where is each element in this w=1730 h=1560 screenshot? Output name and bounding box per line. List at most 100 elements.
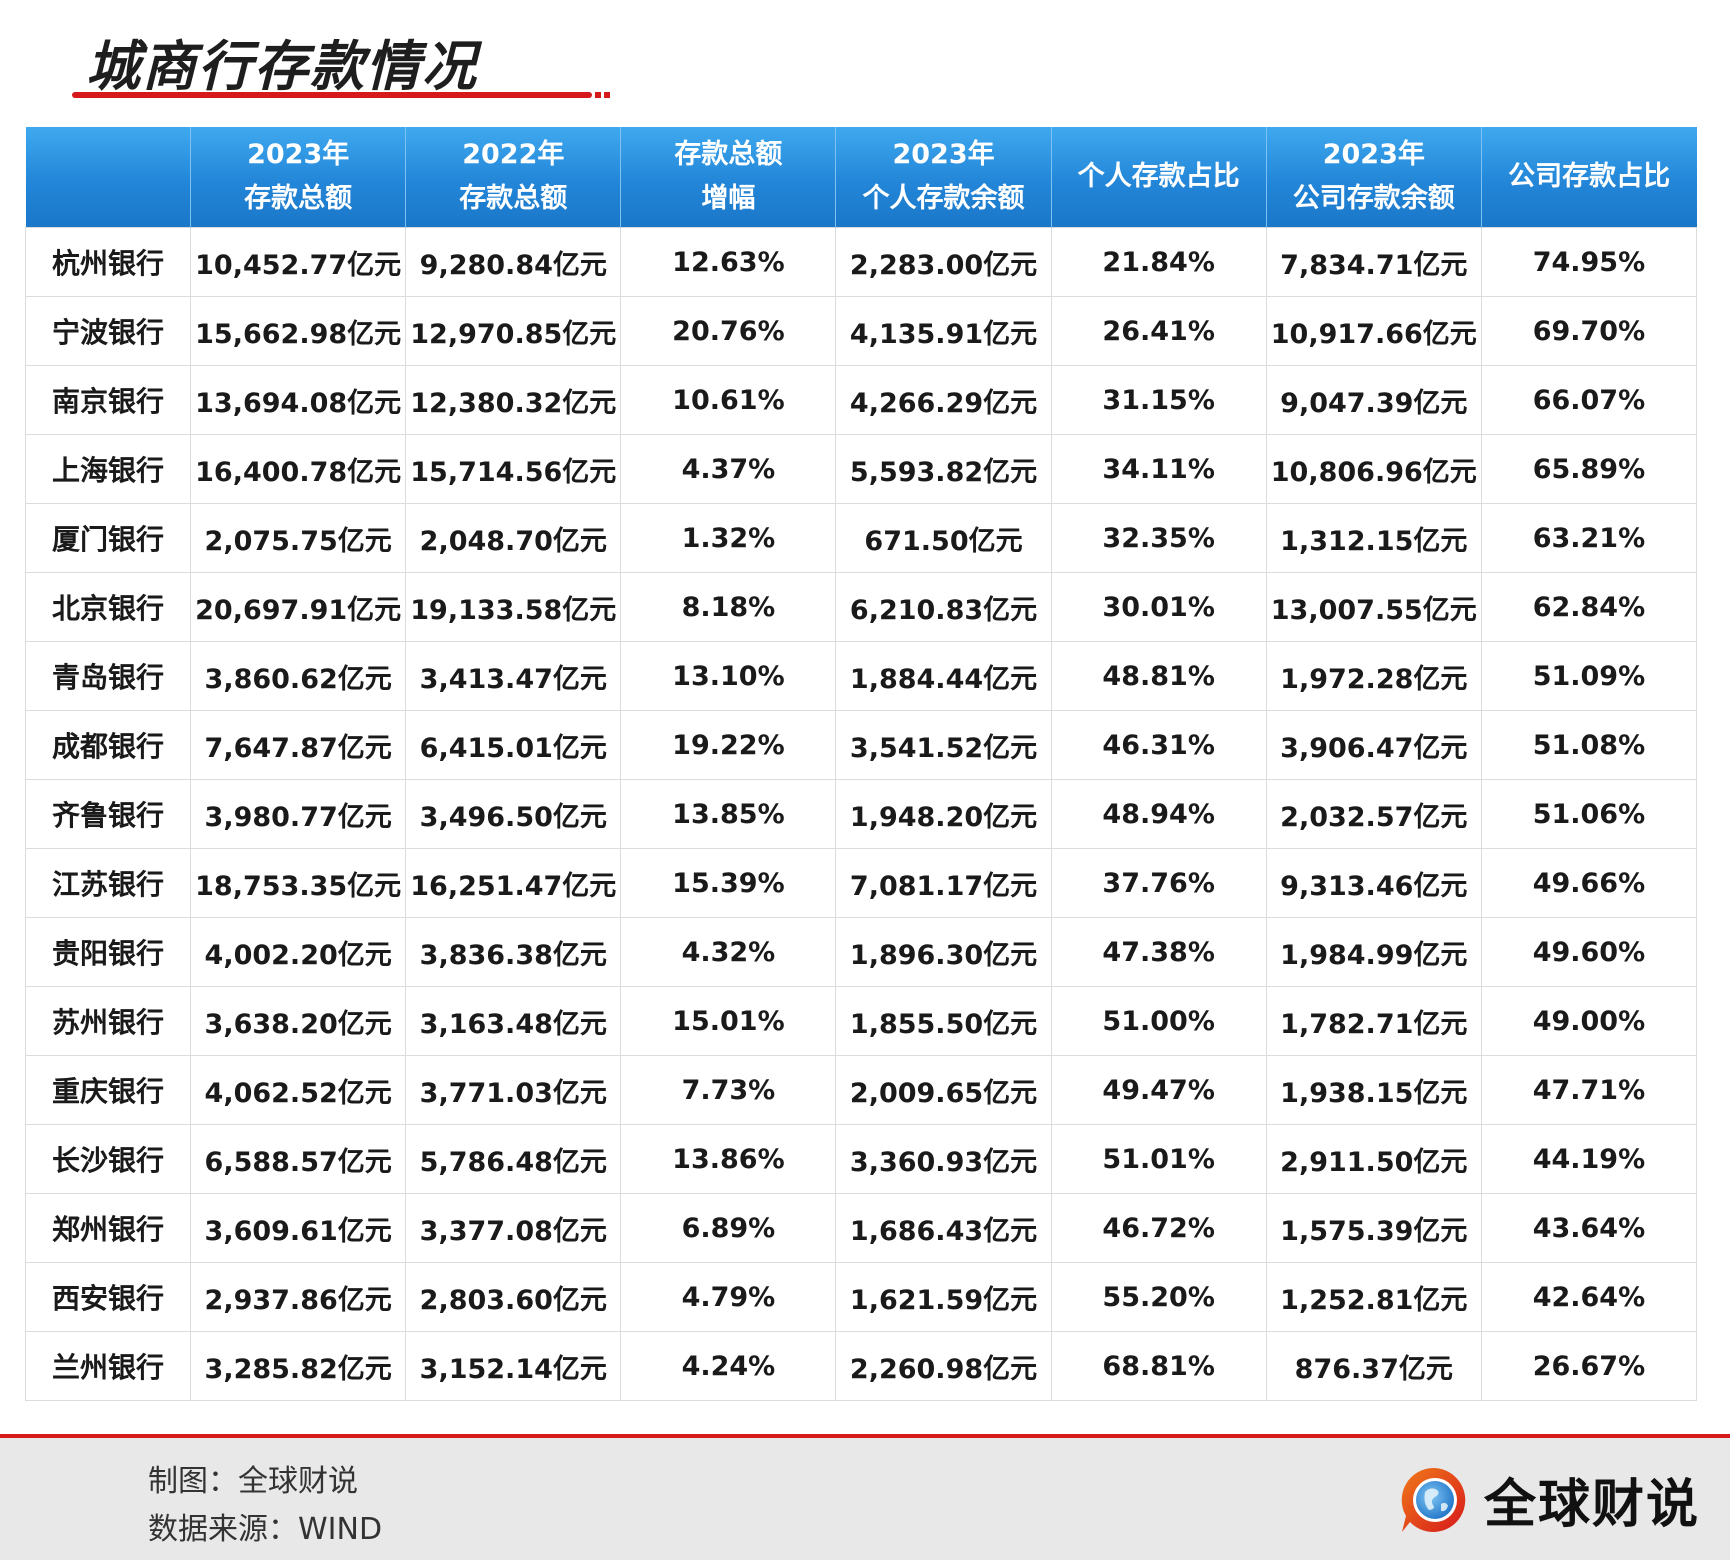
table-cell: 2,009.65亿元 (835, 1055, 1052, 1125)
table-cell: 5,593.82亿元 (835, 434, 1052, 504)
table-row: 上海银行 16,400.78亿元 15,714.56亿元 4.37% 5,593.82亿… (24, 434, 1698, 504)
table-cell: 26.67% (1480, 1331, 1698, 1401)
data-source: 数据来源：WIND (148, 1512, 383, 1547)
table-cell: 1.32% (620, 503, 837, 573)
table-cell: 15.39% (620, 848, 837, 918)
table-cell: 15,662.98亿元 (190, 296, 407, 366)
table-cell: 12,380.32亿元 (405, 365, 622, 435)
table-cell: 30.01% (1050, 572, 1267, 642)
deposit-table: 2023年 存款总额 2022年 存款总额 存款总额 增幅 2023年 个人存款余额个… (24, 127, 1698, 1401)
table-row: 江苏银行 18,753.35亿元 16,251.47亿元 15.39% 7,081.17… (24, 848, 1698, 918)
table-cell: 1,948.20亿元 (835, 779, 1052, 849)
table-cell: 47.71% (1480, 1055, 1698, 1125)
table-cell: 3,638.20亿元 (190, 986, 407, 1056)
bank-name-cell: 成都银行 (24, 710, 192, 780)
table-cell: 16,400.78亿元 (190, 434, 407, 504)
table-cell: 3,980.77亿元 (190, 779, 407, 849)
table-cell: 671.50亿元 (835, 503, 1052, 573)
table-cell: 12,970.85亿元 (405, 296, 622, 366)
table-cell: 7,834.71亿元 (1265, 227, 1482, 297)
bank-name-cell: 兰州银行 (24, 1331, 192, 1401)
title-underline (72, 92, 592, 98)
table-cell: 3,360.93亿元 (835, 1124, 1052, 1194)
table-cell: 13.85% (620, 779, 837, 849)
table-cell: 42.64% (1480, 1262, 1698, 1332)
table-cell: 21.84% (1050, 227, 1267, 297)
table-cell: 2,075.75亿元 (190, 503, 407, 573)
bank-name-cell: 宁波银行 (24, 296, 192, 366)
table-cell: 51.08% (1480, 710, 1698, 780)
table-cell: 1,855.50亿元 (835, 986, 1052, 1056)
table-cell: 3,377.08亿元 (405, 1193, 622, 1263)
table-cell: 32.35% (1050, 503, 1267, 573)
brand-name: 全球财说 (1483, 1475, 1700, 1535)
chart-credit: 制图：全球财说 (148, 1464, 358, 1499)
table-cell: 51.00% (1050, 986, 1267, 1056)
bank-name-cell: 长沙银行 (24, 1124, 192, 1194)
table-cell: 10,806.96亿元 (1265, 434, 1482, 504)
table-cell: 13.86% (620, 1124, 837, 1194)
table-cell: 4,135.91亿元 (835, 296, 1052, 366)
table-row: 厦门银行 2,075.75亿元 2,048.70亿元 1.32% 671.50亿元 32.… (24, 503, 1698, 573)
table-cell: 1,972.28亿元 (1265, 641, 1482, 711)
table-cell: 46.31% (1050, 710, 1267, 780)
table-cell: 3,152.14亿元 (405, 1331, 622, 1401)
header-cell: 2023年 个人存款余额 (835, 127, 1052, 228)
table-cell: 7,647.87亿元 (190, 710, 407, 780)
table-cell: 1,884.44亿元 (835, 641, 1052, 711)
table-cell: 13.10% (620, 641, 837, 711)
bank-name-cell: 郑州银行 (24, 1193, 192, 1263)
table-cell: 2,803.60亿元 (405, 1262, 622, 1332)
table-cell: 3,860.62亿元 (190, 641, 407, 711)
table-cell: 1,782.71亿元 (1265, 986, 1482, 1056)
header-cell: 2022年 存款总额 (405, 127, 621, 228)
title-underline-dots (595, 92, 610, 98)
table-cell: 65.89% (1480, 434, 1698, 504)
table-cell: 74.95% (1480, 227, 1698, 297)
table-row: 郑州银行 3,609.61亿元 3,377.08亿元 6.89% 1,686.43亿元 4… (24, 1193, 1698, 1263)
table-cell: 15.01% (620, 986, 837, 1056)
table-cell: 2,937.86亿元 (190, 1262, 407, 1332)
table-cell: 9,047.39亿元 (1265, 365, 1482, 435)
table-cell: 4,002.20亿元 (190, 917, 407, 987)
bank-name-cell: 青岛银行 (24, 641, 192, 711)
table-cell: 1,686.43亿元 (835, 1193, 1052, 1263)
table-cell: 5,786.48亿元 (405, 1124, 622, 1194)
table-cell: 6,588.57亿元 (190, 1124, 407, 1194)
table-body: 杭州银行 10,452.77亿元 9,280.84亿元 12.63% 2,283.00亿… (24, 227, 1698, 1401)
table-cell: 3,413.47亿元 (405, 641, 622, 711)
header-cell: 存款总额 增幅 (620, 127, 836, 228)
header-cell: 2023年 公司存款余额 (1265, 127, 1482, 228)
table-cell: 3,285.82亿元 (190, 1331, 407, 1401)
table-cell: 31.15% (1050, 365, 1267, 435)
page-title: 城商行存款情况 (86, 35, 478, 98)
table-cell: 4.32% (620, 917, 837, 987)
globe-speech-bubble-icon (1401, 1467, 1466, 1532)
table-row: 杭州银行 10,452.77亿元 9,280.84亿元 12.63% 2,283.00亿… (24, 227, 1698, 297)
table-cell: 2,048.70亿元 (405, 503, 622, 573)
table-cell: 2,911.50亿元 (1265, 1124, 1482, 1194)
table-cell: 49.00% (1480, 986, 1698, 1056)
table-cell: 6,415.01亿元 (405, 710, 622, 780)
table-cell: 51.06% (1480, 779, 1698, 849)
table-cell: 6,210.83亿元 (835, 572, 1052, 642)
deposit-table-container: 2023年 存款总额 2022年 存款总额 存款总额 增幅 2023年 个人存款余额个… (24, 127, 1698, 1401)
table-cell: 46.72% (1050, 1193, 1267, 1263)
footer: 制图：全球财说 数据来源：WIND (0, 1438, 1730, 1560)
table-cell: 48.94% (1050, 779, 1267, 849)
table-cell: 8.18% (620, 572, 837, 642)
bank-name-cell: 齐鲁银行 (24, 779, 192, 849)
table-row: 齐鲁银行 3,980.77亿元 3,496.50亿元 13.85% 1,948.20亿元… (24, 779, 1698, 849)
table-cell: 12.63% (620, 227, 837, 297)
table-cell: 16,251.47亿元 (405, 848, 622, 918)
table-cell: 10,917.66亿元 (1265, 296, 1482, 366)
table-cell: 62.84% (1480, 572, 1698, 642)
table-cell: 49.47% (1050, 1055, 1267, 1125)
table-cell: 7.73% (620, 1055, 837, 1125)
table-cell: 18,753.35亿元 (190, 848, 407, 918)
bank-name-cell: 南京银行 (24, 365, 192, 435)
table-row: 北京银行 20,697.91亿元 19,133.58亿元 8.18% 6,210.83亿… (24, 572, 1698, 642)
table-cell: 3,771.03亿元 (405, 1055, 622, 1125)
table-cell: 26.41% (1050, 296, 1267, 366)
table-cell: 2,260.98亿元 (835, 1331, 1052, 1401)
